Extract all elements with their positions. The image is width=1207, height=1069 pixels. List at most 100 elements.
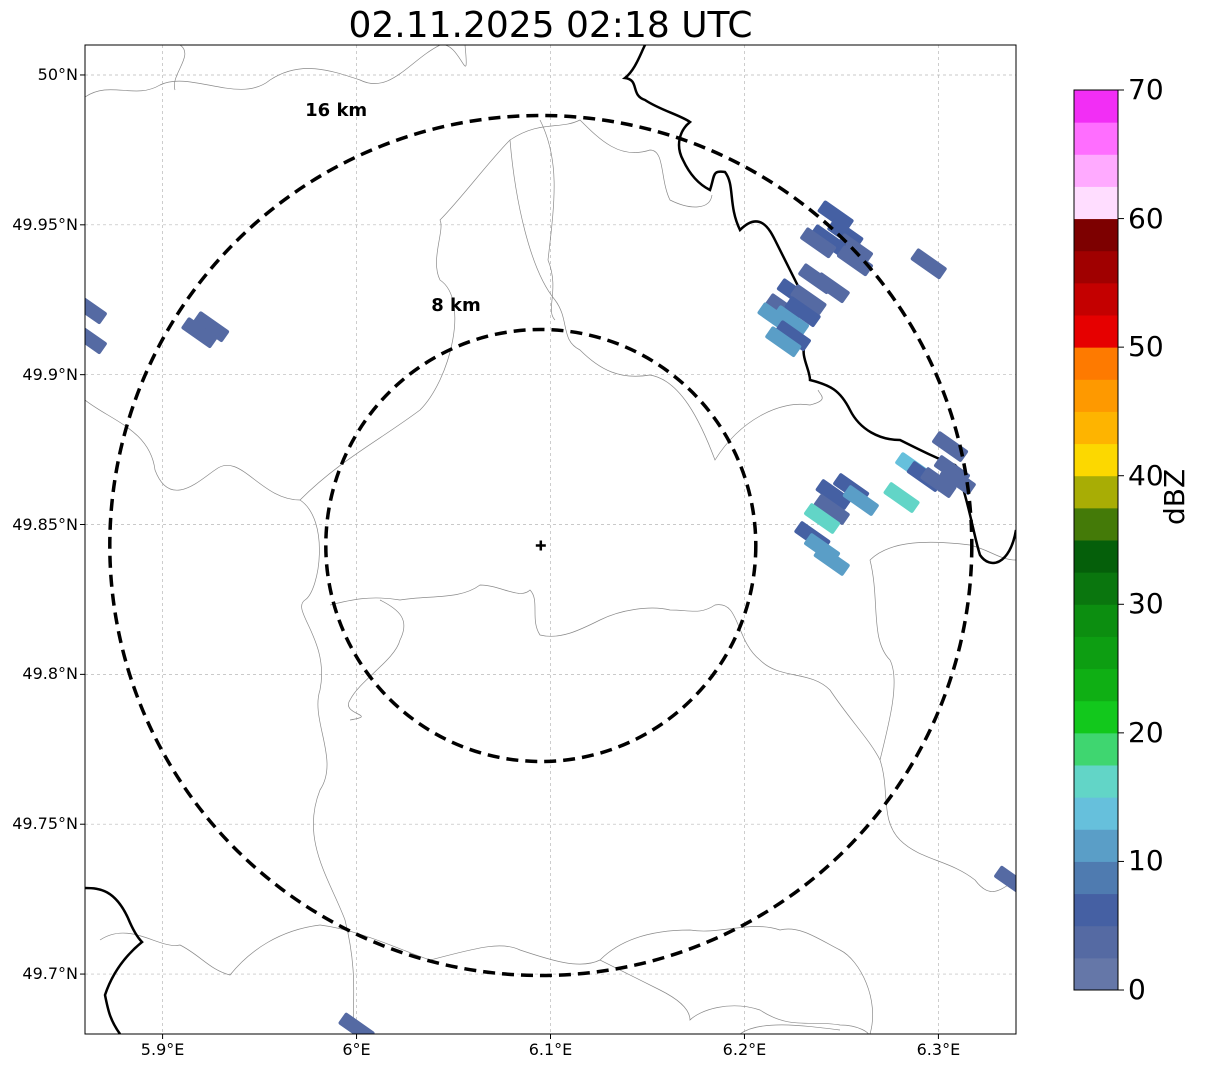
radar-echo xyxy=(85,323,107,354)
colorbar-band xyxy=(1074,475,1118,509)
lat-tick-label: 49.75°N xyxy=(12,814,78,834)
colorbar-band xyxy=(1074,765,1118,798)
radar-echo xyxy=(773,305,809,336)
lon-tick-label: 6°E xyxy=(342,1040,371,1059)
radar-echo xyxy=(774,320,811,351)
map-title: 02.11.2025 02:18 UTC xyxy=(348,5,753,46)
colorbar-band xyxy=(1074,540,1118,573)
colorbar xyxy=(1073,89,1124,991)
lat-tick-label: 49.7°N xyxy=(22,964,78,984)
radar-echo xyxy=(85,293,107,325)
colorbar-band xyxy=(1074,122,1118,155)
lat-tick-label: 49.9°N xyxy=(22,364,78,384)
radar-echo xyxy=(817,200,854,232)
admin-border xyxy=(509,139,823,461)
radar-echo xyxy=(813,545,850,576)
radar-echoes xyxy=(85,200,1016,1034)
admin-border xyxy=(99,924,321,976)
radar-echo xyxy=(842,485,879,516)
colorbar-band xyxy=(1074,861,1118,895)
lon-tick-label: 5.9°E xyxy=(140,1040,185,1059)
admin-border xyxy=(869,559,895,761)
colorbar-band xyxy=(1074,797,1118,830)
lon-tick-label: 6.1°E xyxy=(528,1040,573,1059)
colorbar-band xyxy=(1074,347,1118,380)
range-rings xyxy=(108,113,974,978)
admin-border xyxy=(319,924,869,1034)
colorbar-band xyxy=(1074,925,1118,959)
colorbar-title: dBZ xyxy=(1158,468,1191,525)
admin-border xyxy=(85,45,467,98)
colorbar-band xyxy=(1074,604,1118,637)
colorbar-band xyxy=(1074,700,1118,734)
colorbar-tick-label: 0 xyxy=(1128,973,1146,1006)
radar-echo xyxy=(790,284,827,316)
colorbar-band xyxy=(1074,186,1118,220)
radar-echo xyxy=(181,317,218,348)
colorbar-band xyxy=(1074,379,1118,412)
colorbar-band xyxy=(1074,282,1118,316)
radar-center-marker xyxy=(535,540,546,551)
colorbar-band xyxy=(1074,732,1118,766)
colorbar-band xyxy=(1074,572,1118,605)
lat-tick-label: 49.85°N xyxy=(12,514,78,534)
admin-border xyxy=(739,1024,841,1034)
radar-echo xyxy=(837,245,873,277)
radar-echo xyxy=(813,494,850,525)
colorbar-band xyxy=(1074,315,1118,348)
colorbar-tick-label: 10 xyxy=(1128,844,1164,878)
admin-border xyxy=(599,926,874,1034)
radar-echo xyxy=(784,296,821,328)
colorbar-tick-label: 40 xyxy=(1128,458,1164,492)
radar-echo xyxy=(813,272,850,304)
colorbar-band xyxy=(1074,893,1118,927)
radar-echo xyxy=(994,865,1016,897)
lat-tick-label: 50°N xyxy=(37,64,78,84)
admin-border xyxy=(299,119,713,501)
range-ring-label: 8 km xyxy=(431,294,481,316)
radar-echo xyxy=(338,1012,375,1034)
colorbar-tick-label: 60 xyxy=(1128,201,1164,235)
lon-tick-label: 6.2°E xyxy=(722,1040,767,1059)
radar-echo xyxy=(920,467,957,498)
axis-ticks xyxy=(80,74,939,1039)
range-ring-8km xyxy=(324,327,758,764)
radar-echo xyxy=(765,326,802,357)
admin-border xyxy=(539,119,556,321)
colorbar-band xyxy=(1074,154,1118,187)
colorbar-tick-label: 30 xyxy=(1128,587,1164,621)
colorbar-band xyxy=(1074,90,1118,123)
radar-echo xyxy=(932,431,969,462)
admin-border xyxy=(869,541,1016,561)
colorbar-band xyxy=(1074,957,1118,991)
colorbar-band xyxy=(1074,668,1118,702)
colorbar-frame xyxy=(1073,89,1119,991)
lat-tick-label: 49.8°N xyxy=(22,664,78,684)
national-border xyxy=(85,886,144,1034)
colorbar-band xyxy=(1074,250,1118,284)
colorbar-band xyxy=(1074,218,1118,252)
radar-echo xyxy=(910,248,947,280)
colorbar-band xyxy=(1074,443,1118,477)
colorbar-tick-label: 50 xyxy=(1128,330,1164,364)
colorbar-tick-label: 20 xyxy=(1128,715,1164,749)
colorbar-band xyxy=(1074,411,1118,445)
colorbar-band xyxy=(1074,636,1118,670)
radar-echo xyxy=(815,479,852,510)
admin-border xyxy=(85,399,356,1034)
gridlines xyxy=(85,45,1016,1034)
radar-echo xyxy=(193,311,230,342)
colorbar-band xyxy=(1074,507,1118,541)
colorbar-tick-label: 70 xyxy=(1128,73,1164,106)
radar-echo xyxy=(800,227,837,259)
radar-echo xyxy=(804,503,841,534)
radar-echo xyxy=(883,482,920,513)
lat-tick-label: 49.95°N xyxy=(12,214,78,234)
lon-tick-label: 6.3°E xyxy=(916,1040,961,1059)
range-ring-16km xyxy=(108,113,974,978)
admin-border xyxy=(174,45,186,91)
range-ring-label: 16 km xyxy=(305,99,368,121)
admin-border xyxy=(329,584,1016,892)
colorbar-band xyxy=(1074,829,1118,862)
